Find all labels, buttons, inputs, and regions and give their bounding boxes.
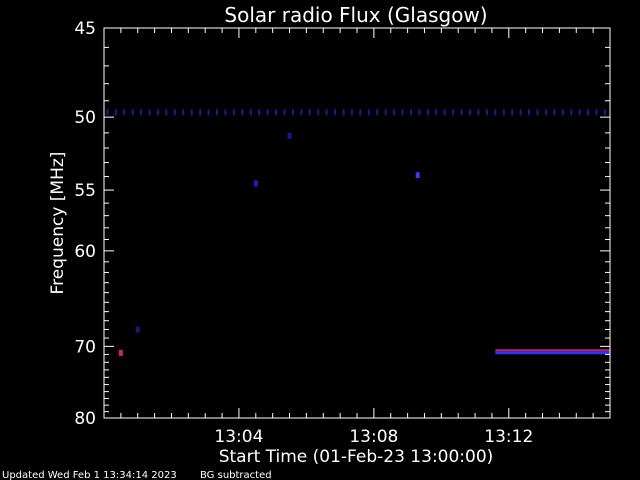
band-dot: [308, 109, 311, 116]
band-dot: [317, 109, 320, 116]
band-dot: [502, 109, 505, 116]
band-dot: [536, 109, 539, 116]
band-dot: [342, 109, 345, 116]
band-dot: [401, 109, 404, 116]
band-dot: [485, 109, 488, 116]
x-tick-label: 13:12: [484, 427, 533, 447]
band-dot: [266, 109, 269, 116]
band-dot: [587, 109, 590, 116]
y-tick-label: 80: [74, 409, 96, 429]
y-tick-label: 70: [74, 337, 96, 357]
band-dot: [156, 109, 159, 116]
band-dot: [173, 109, 176, 116]
plot-area: [106, 109, 610, 356]
band-dot: [131, 109, 134, 116]
band-dot: [114, 109, 117, 116]
x-axis-label: Start Time (01-Feb-23 13:00:00): [219, 447, 494, 467]
band-dot: [283, 109, 286, 116]
y-tick-label: 55: [74, 181, 96, 201]
x-tick-label: 13:04: [214, 427, 263, 447]
band-dot: [595, 109, 598, 116]
y-axis-label: Frequency [MHz]: [48, 152, 68, 295]
blip-2: [415, 172, 420, 179]
y-tick-label: 45: [74, 19, 96, 39]
band-dot: [460, 109, 463, 116]
blip-5: [135, 326, 140, 333]
band-dot: [528, 109, 531, 116]
band-dot: [511, 109, 514, 116]
band-dot: [334, 109, 337, 116]
y-axis-ticks: 45 50 55 60 70 80: [74, 19, 610, 429]
band-dot: [367, 109, 370, 116]
band-dot: [570, 109, 573, 116]
band-dot: [519, 109, 522, 116]
band-dot: [258, 109, 261, 116]
band-dot: [232, 109, 235, 116]
band-dot: [603, 109, 606, 116]
blip-4: [287, 132, 292, 139]
band-dot: [409, 109, 412, 116]
band-dot: [418, 109, 421, 116]
band-dot: [182, 109, 185, 116]
band-dot: [435, 109, 438, 116]
band-dot: [241, 109, 244, 116]
band-dot: [359, 109, 362, 116]
band-dot: [291, 109, 294, 116]
band-dot: [216, 109, 219, 116]
band-dot: [544, 109, 547, 116]
blip-1: [118, 349, 123, 356]
y-tick-label: 50: [74, 108, 96, 128]
footer-note: BG subtracted: [200, 470, 272, 480]
band-dot: [578, 109, 581, 116]
band-dot: [553, 109, 556, 116]
band-dot: [275, 109, 278, 116]
band-dot: [140, 109, 143, 116]
band-70.5MHz-core: [495, 349, 610, 352]
band-dot: [165, 109, 168, 116]
band-dot: [325, 109, 328, 116]
footer-updated: Updated Wed Feb 1 13:34:14 2023: [2, 470, 177, 480]
x-axis-ticks: 13:04 13:08 13:12: [120, 28, 594, 447]
band-dot: [384, 109, 387, 116]
band-dot: [477, 109, 480, 116]
band-dot: [249, 109, 252, 116]
band-dot: [376, 109, 379, 116]
band-dot: [452, 109, 455, 116]
chart-title: Solar radio Flux (Glasgow): [224, 3, 487, 27]
x-tick-label: 13:08: [349, 427, 398, 447]
band-dot: [393, 109, 396, 116]
band-dot: [469, 109, 472, 116]
band-dot: [443, 109, 446, 116]
band-dot: [494, 109, 497, 116]
band-dot: [123, 109, 126, 116]
band-dot: [426, 109, 429, 116]
band-dot: [106, 109, 109, 116]
band-dot: [300, 109, 303, 116]
band-dot: [190, 109, 193, 116]
band-dot: [561, 109, 564, 116]
band-dot: [148, 109, 151, 116]
band-70.5MHz-edge: [495, 351, 610, 355]
band-dot: [350, 109, 353, 116]
band-dot: [199, 109, 202, 116]
band-dot: [224, 109, 227, 116]
y-tick-label: 60: [74, 242, 96, 262]
blip-3: [253, 180, 258, 187]
band-dot: [207, 109, 210, 116]
